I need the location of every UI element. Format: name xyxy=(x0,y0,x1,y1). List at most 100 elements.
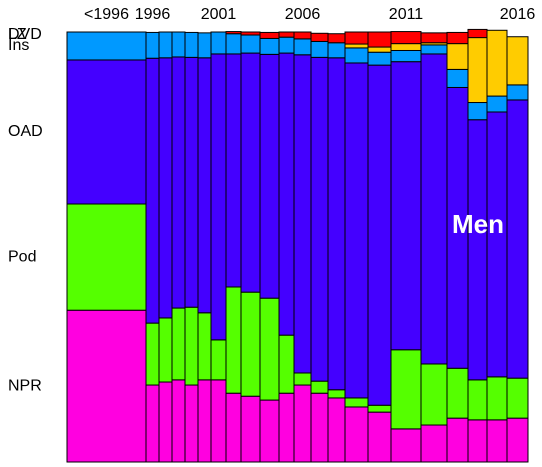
segment xyxy=(184,31,199,58)
row-label: LZ xyxy=(8,26,27,43)
segment xyxy=(367,31,392,48)
segment xyxy=(344,62,369,399)
segment xyxy=(145,384,160,463)
segment xyxy=(66,309,147,463)
segment xyxy=(184,56,199,308)
segment xyxy=(184,306,199,386)
segment xyxy=(171,31,186,58)
segment xyxy=(486,111,508,378)
segment xyxy=(310,380,329,394)
segment xyxy=(310,56,329,382)
segment xyxy=(145,31,160,59)
segment xyxy=(259,53,280,299)
segment xyxy=(467,379,488,421)
segment xyxy=(467,119,488,381)
row-label: NPR xyxy=(8,377,42,394)
segment xyxy=(293,372,312,386)
segment xyxy=(278,334,295,394)
segment xyxy=(158,57,173,319)
segment xyxy=(327,389,346,399)
segment xyxy=(293,384,312,463)
segment xyxy=(327,57,346,391)
row-label: Ins xyxy=(8,37,29,54)
segment xyxy=(390,49,422,63)
segment xyxy=(210,53,227,341)
segment xyxy=(344,406,369,463)
segment xyxy=(344,43,369,49)
segment xyxy=(310,32,329,42)
segment xyxy=(420,53,448,365)
segment xyxy=(225,33,242,55)
segment xyxy=(197,312,212,381)
segment xyxy=(240,291,261,397)
segment xyxy=(390,61,422,351)
segment xyxy=(259,297,280,401)
segment xyxy=(506,36,529,86)
segment xyxy=(259,37,280,55)
column-label: 2011 xyxy=(389,6,424,23)
column-label: 2016 xyxy=(500,6,536,23)
segment xyxy=(446,43,469,70)
segment xyxy=(197,32,212,59)
segment xyxy=(467,102,488,121)
segment xyxy=(171,307,186,381)
segment xyxy=(446,417,469,463)
segment xyxy=(66,203,147,311)
segment xyxy=(367,404,392,413)
segment xyxy=(327,42,346,59)
segment xyxy=(446,367,469,419)
segment xyxy=(367,411,392,463)
segment xyxy=(171,379,186,463)
row-label: DVD xyxy=(8,26,42,43)
segment xyxy=(486,95,508,113)
column-label: 2001 xyxy=(201,6,237,23)
segment xyxy=(158,381,173,463)
segment xyxy=(171,56,186,309)
segment xyxy=(467,28,488,39)
segment xyxy=(344,47,369,64)
segment xyxy=(310,40,329,58)
segment xyxy=(225,53,242,288)
segment xyxy=(420,363,448,426)
segment xyxy=(278,31,295,38)
segment xyxy=(210,379,227,463)
annotation: Men xyxy=(452,209,504,239)
segment xyxy=(420,32,448,44)
segment xyxy=(390,43,422,51)
segment xyxy=(225,31,242,35)
segment xyxy=(240,52,261,293)
segment xyxy=(367,51,392,66)
segment xyxy=(420,424,448,463)
column-label: <1996 xyxy=(84,6,129,23)
segment xyxy=(66,31,147,61)
segment xyxy=(420,44,448,55)
row-label: OAD xyxy=(8,123,43,140)
segment xyxy=(344,31,369,45)
segment xyxy=(506,417,529,463)
segment xyxy=(210,339,227,381)
segment xyxy=(293,38,312,56)
segment xyxy=(158,317,173,383)
segment xyxy=(158,31,173,59)
segment xyxy=(278,36,295,54)
segment xyxy=(240,34,261,54)
segment xyxy=(310,392,329,463)
column-label: 2006 xyxy=(285,6,321,23)
segment xyxy=(293,54,312,374)
segment xyxy=(467,419,488,463)
segment xyxy=(486,29,508,97)
segment xyxy=(446,68,469,88)
segment xyxy=(506,377,529,419)
segment xyxy=(367,46,392,53)
segment xyxy=(506,84,529,101)
segment xyxy=(259,399,280,463)
segment xyxy=(225,392,242,463)
segment xyxy=(486,376,508,421)
segment xyxy=(486,419,508,463)
segment xyxy=(145,322,160,386)
row-label: Pod xyxy=(8,248,36,265)
segment xyxy=(145,57,160,324)
segment xyxy=(390,31,422,45)
segment xyxy=(197,57,212,314)
